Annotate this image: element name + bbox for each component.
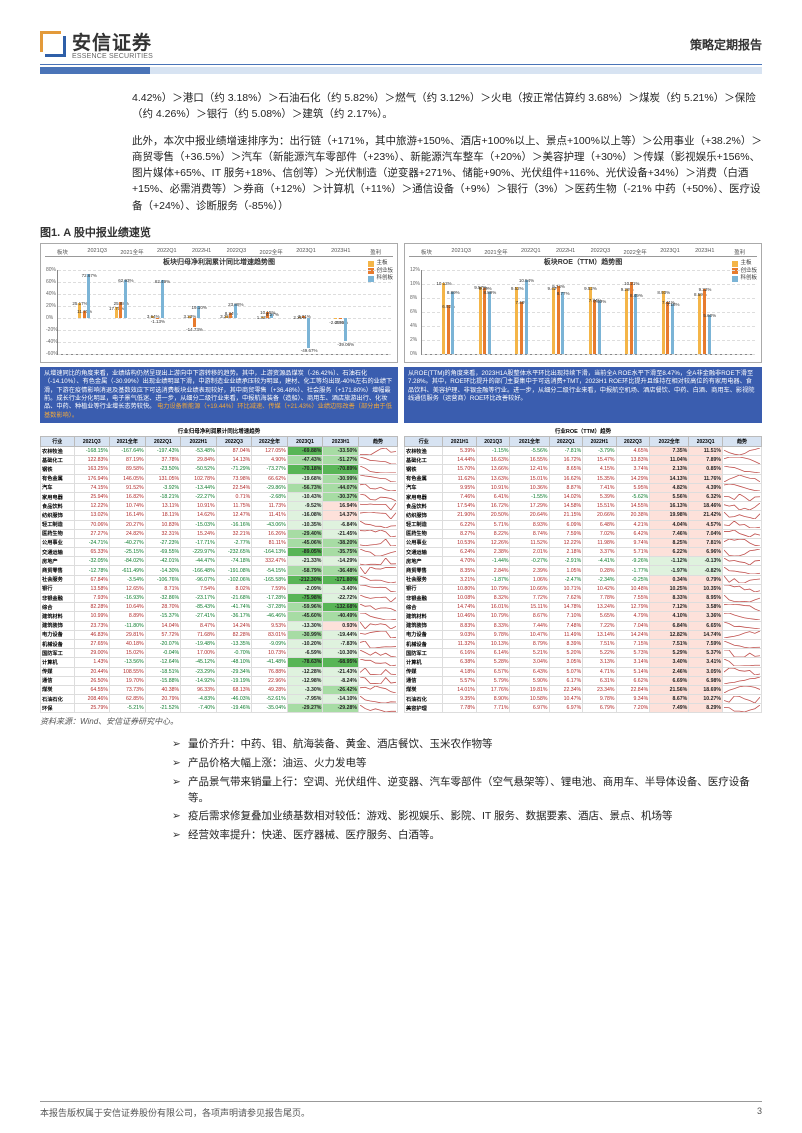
legend-swatch-main: [368, 261, 374, 267]
paragraph-2: 此外，本次中报业绩增速排序为：出行链（+171%，其中旅游+150%、酒店+10…: [132, 133, 762, 214]
header-accent: [40, 67, 762, 74]
roe-chart-title: 板块ROE（TTM）趋势图: [409, 257, 757, 267]
summary-bullets: 量价齐升：中药、钼、航海装备、黄金、酒店餐饮、玉米农作物等产品价格大幅上涨：油运…: [132, 737, 762, 844]
header: 安信证券 ESSENCE SECURITIES 策略定期报告: [40, 28, 762, 65]
figure-charts-row: 板块2021Q32021全年2022Q12022H12022Q32022全年20…: [40, 243, 762, 363]
logo: 安信证券 ESSENCE SECURITIES: [40, 28, 153, 60]
footer-disclaimer: 本报告版权属于安信证券股份有限公司，各项声明请参见报告尾页。: [40, 1106, 310, 1119]
profit-growth-table: 行业归母净利润累计同比增速趋势行业2021Q32021全年2022Q12022H…: [40, 426, 398, 713]
tables-row: 行业归母净利润累计同比增速趋势行业2021Q32021全年2022Q12022H…: [40, 426, 762, 713]
period-header-right: 板块2021Q32021全年2022Q12022H12022Q32022全年20…: [409, 248, 757, 257]
roe-bar-chart-area: 0%2%4%6%8%10%12%10.12%6.92%8.89%9.57%9.3…: [421, 270, 755, 355]
period-header-left: 板块2021Q32021全年2022Q12022H12022Q32022全年20…: [45, 248, 393, 257]
figure-source: 资料来源：Wind、安信证券研究中心。: [40, 716, 762, 727]
roe-chart: 板块2021Q32021全年2022Q12022H12022Q32022全年20…: [404, 243, 762, 363]
page: 安信证券 ESSENCE SECURITIES 策略定期报告 4.42%）＞港口…: [0, 0, 802, 1133]
bullet-item: 经营效率提升：快递、医疗器械、医疗服务、白酒等。: [172, 828, 762, 844]
profit-growth-chart: 板块2021Q32021全年2022Q12022H12022Q32022全年20…: [40, 243, 398, 363]
company-name-en: ESSENCE SECURITIES: [72, 53, 153, 60]
paragraph-1: 4.42%）＞港口（约 3.18%）＞石油石化（约 5.82%）＞燃气（约 3.…: [132, 90, 762, 123]
bullet-item: 产品景气带来销量上行：空调、光伏组件、逆变器、汽车零部件（空气悬架等）、锂电池、…: [172, 775, 762, 807]
analysis-notes-row: 从增速同比的角度来看，业绩结构仍然呈现出上游向中下游转移的趋势。其中，上游资源品…: [40, 367, 762, 423]
bullet-item: 产品价格大幅上涨：油运、火力发电等: [172, 756, 762, 772]
roe-table: 行业ROE（TTM）趋势行业2021H12021Q32021全年2022Q120…: [404, 426, 762, 713]
bullet-item: 疫后需求修复叠加业绩基数相对较低：游戏、影视娱乐、影院、IT 服务、数据要素、酒…: [172, 809, 762, 825]
profit-bar-chart-area: -60%-40%-20%0%20%40%60%80%25.17%11.70%72…: [57, 270, 391, 355]
report-type: 策略定期报告: [690, 36, 762, 53]
company-name-cn: 安信证券: [72, 28, 153, 55]
analysis-note-right: 从ROE(TTM)的角度来看，2023H1A股整体水平环比出现持续下滑，当前全A…: [404, 367, 762, 423]
footer: 本报告版权属于安信证券股份有限公司，各项声明请参见报告尾页。 3: [40, 1101, 762, 1119]
analysis-note-left: 从增速同比的角度来看，业绩结构仍然呈现出上游向中下游转移的趋势。其中，上游资源品…: [40, 367, 398, 423]
page-number: 3: [757, 1106, 762, 1119]
figure-title: 图1. A 股中报业绩速览: [40, 224, 762, 240]
logo-icon: [40, 31, 66, 57]
profit-chart-title: 板块归母净利润累计同比增速趋势图: [45, 257, 393, 267]
bullet-item: 量价齐升：中药、钼、航海装备、黄金、酒店餐饮、玉米农作物等: [172, 737, 762, 753]
